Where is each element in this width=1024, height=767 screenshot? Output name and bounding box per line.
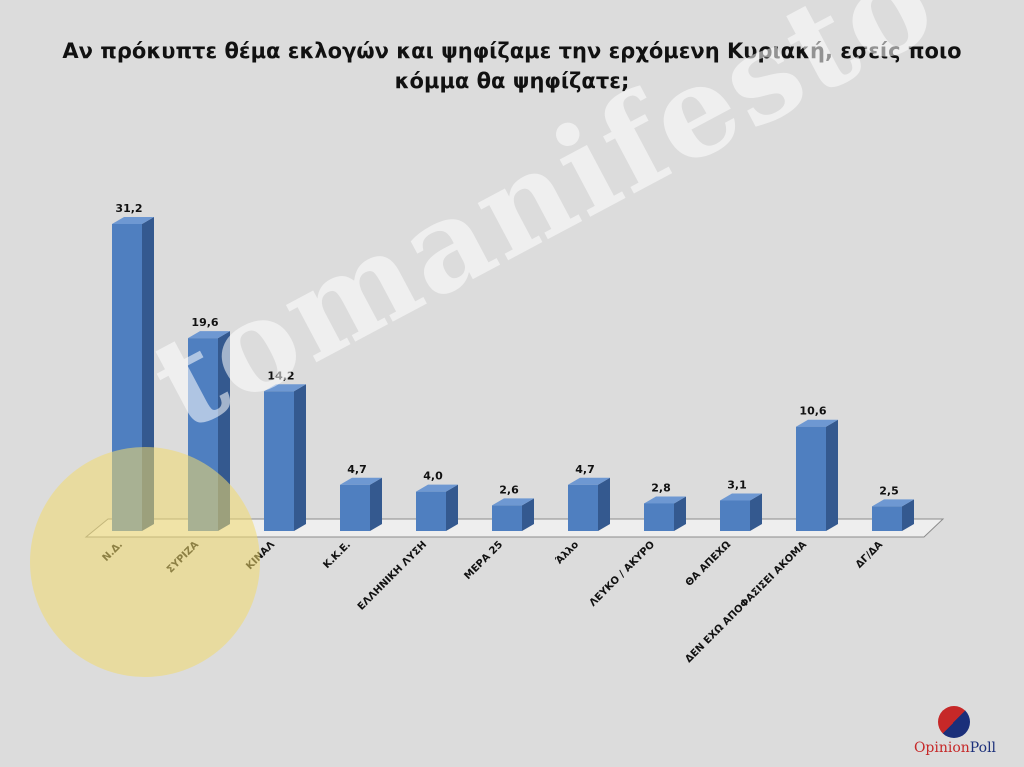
category-label: Άλλο: [553, 539, 581, 567]
bar-value-label: 14,2: [267, 369, 294, 382]
category-label: ΜΕΡΑ 25: [463, 539, 506, 582]
bar-side: [294, 384, 306, 531]
bar-top: [416, 484, 458, 492]
bar: [416, 491, 446, 531]
opinionpoll-logo-icon: [938, 706, 970, 738]
bar-top: [644, 496, 686, 504]
bar-side: [446, 484, 458, 531]
category-label: ΔΓ/ΔΑ: [854, 539, 885, 570]
bar-top: [112, 217, 154, 224]
bar-value-label: 2,5: [879, 484, 899, 497]
bar-value-label: 19,6: [191, 316, 218, 329]
bar: [796, 426, 826, 531]
bar-top: [264, 384, 306, 392]
category-label: Κ.Κ.Ε.: [321, 539, 353, 571]
bar: [340, 484, 370, 531]
bar-top: [568, 477, 610, 485]
bar: [264, 391, 294, 531]
bar-value-label: 31,2: [115, 202, 142, 215]
bar-side: [826, 419, 838, 531]
bar-value-label: 10,6: [799, 405, 826, 418]
opinionpoll-logo: OpinionPoll: [905, 706, 1005, 761]
bar-top: [492, 498, 534, 506]
bar: [872, 506, 902, 531]
watermark-circle: [30, 447, 260, 677]
chart-title-line-2: κόμμα θα ψηφίζατε;: [394, 69, 630, 93]
bar-top: [720, 493, 762, 501]
logo-text-part-1: Opinion: [913, 740, 970, 756]
category-label: ΘΑ ΑΠΕΧΩ: [684, 539, 734, 589]
bar-side: [902, 499, 914, 531]
bar-side: [598, 477, 610, 531]
category-label: ΕΛΛΗΝΙΚΗ ΛΥΣΗ: [356, 539, 429, 612]
bar-top: [188, 331, 230, 339]
bar: [492, 505, 522, 531]
bar-value-label: 4,7: [575, 463, 595, 476]
category-label: ΛΕΥΚΟ / ΑΚΥΡΟ: [588, 539, 657, 608]
bar-value-label: 2,6: [499, 483, 519, 496]
logo-text-part-2: Poll: [969, 740, 997, 756]
logo-text: OpinionPoll: [905, 740, 1005, 756]
chart-title: Αν πρόκυπτε θέμα εκλογών και ψηφίζαμε τη…: [60, 36, 964, 96]
bar-side: [674, 496, 686, 531]
bar-top: [796, 419, 838, 427]
bar-value-label: 4,0: [423, 470, 443, 483]
category-label: ΔΕΝ ΕΧΩ ΑΠΟΦΑΣΙΣΕΙ ΑΚΟΜΑ: [683, 539, 809, 665]
chart-title-line-1: Αν πρόκυπτε θέμα εκλογών και ψηφίζαμε τη…: [62, 39, 962, 63]
bar-top: [340, 477, 382, 485]
bar-top: [872, 499, 914, 507]
bar-side: [522, 498, 534, 531]
bar-value-label: 4,7: [347, 463, 367, 476]
bar-side: [370, 477, 382, 531]
bar-side: [750, 493, 762, 531]
bar: [644, 503, 674, 531]
bar-value-label: 3,1: [727, 478, 747, 491]
bar: [720, 500, 750, 531]
bar-value-label: 2,8: [651, 481, 671, 494]
bar: [568, 484, 598, 531]
